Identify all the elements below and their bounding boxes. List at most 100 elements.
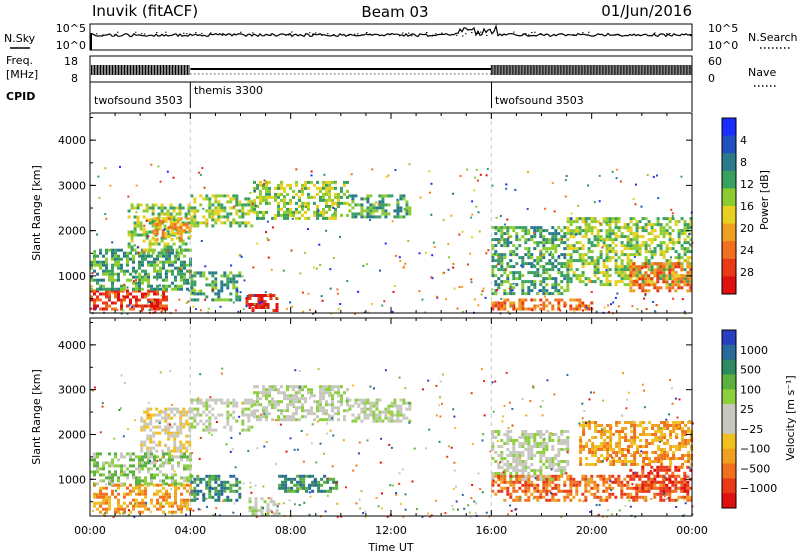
power-cell bbox=[155, 261, 158, 264]
power-cell bbox=[616, 168, 618, 171]
power-cell bbox=[298, 189, 301, 193]
power-cell bbox=[259, 216, 262, 220]
power-cell bbox=[418, 290, 421, 293]
power-cell bbox=[162, 263, 165, 267]
velocity-cell bbox=[594, 424, 598, 427]
power-cell bbox=[181, 239, 185, 243]
power-cell bbox=[220, 298, 224, 302]
velocity-cell bbox=[624, 457, 628, 460]
power-cell bbox=[153, 304, 156, 308]
velocity-cell bbox=[548, 463, 552, 466]
velocity-cell bbox=[235, 498, 239, 502]
power-cell bbox=[512, 271, 516, 275]
power-cell bbox=[205, 209, 209, 213]
velocity-cell bbox=[102, 486, 105, 490]
velocity-cell bbox=[162, 492, 165, 496]
velocity-cell bbox=[545, 448, 549, 451]
velocity-cell bbox=[645, 439, 649, 442]
power-cell bbox=[292, 213, 295, 217]
power-cell bbox=[394, 169, 397, 171]
power-cell bbox=[105, 257, 108, 261]
power-cell bbox=[381, 203, 385, 207]
velocity-cell bbox=[533, 445, 537, 448]
velocity-cell bbox=[384, 410, 388, 414]
power-cell bbox=[527, 229, 531, 233]
velocity-cell bbox=[111, 464, 114, 468]
power-cell bbox=[235, 286, 239, 290]
power-cell bbox=[578, 241, 582, 245]
velocity-cell bbox=[319, 406, 322, 410]
velocity-cell bbox=[199, 477, 203, 481]
velocity-region-5 bbox=[248, 497, 279, 516]
velocity-cell bbox=[171, 482, 174, 486]
velocity-cell bbox=[305, 486, 309, 490]
velocity-cell bbox=[199, 398, 203, 402]
velocity-cell bbox=[644, 498, 648, 502]
power-cell bbox=[147, 289, 150, 293]
velocity-cell bbox=[600, 442, 604, 445]
velocity-cell bbox=[202, 422, 206, 426]
velocity-cell bbox=[302, 480, 306, 484]
power-cell bbox=[587, 226, 591, 230]
power-cell bbox=[491, 184, 494, 187]
velocity-cell bbox=[268, 412, 271, 416]
velocity-cell bbox=[657, 430, 661, 433]
velocity-cell bbox=[143, 422, 147, 426]
power-cell bbox=[548, 247, 552, 251]
velocity-cell bbox=[337, 385, 340, 389]
velocity-cell bbox=[271, 397, 274, 401]
velocity-cell bbox=[99, 495, 102, 499]
velocity-cell bbox=[226, 398, 230, 402]
velocity-cell bbox=[500, 489, 504, 493]
power-cell bbox=[211, 274, 215, 278]
velocity-cell bbox=[653, 480, 657, 484]
velocity-cell bbox=[609, 454, 613, 457]
velocity-cell bbox=[295, 409, 298, 413]
velocity-cell bbox=[331, 397, 334, 401]
velocity-cell bbox=[144, 455, 147, 459]
power-cell bbox=[632, 217, 636, 221]
velocity-cell bbox=[494, 460, 498, 463]
power-cell bbox=[614, 253, 618, 257]
power-cell bbox=[193, 274, 197, 278]
power-cell bbox=[134, 272, 137, 275]
velocity-cell bbox=[521, 460, 525, 463]
power-cell bbox=[247, 212, 251, 216]
power-cell bbox=[480, 293, 483, 296]
power-cell bbox=[157, 165, 160, 168]
power-cell bbox=[369, 194, 373, 198]
power-cell bbox=[190, 274, 194, 278]
power-cell bbox=[159, 266, 162, 270]
power-cell bbox=[507, 236, 510, 239]
velocity-cell bbox=[168, 510, 171, 514]
power-cell bbox=[665, 250, 669, 254]
velocity-cell bbox=[150, 467, 153, 471]
power-cell bbox=[93, 292, 96, 296]
velocity-cell bbox=[542, 474, 546, 478]
power-cell bbox=[172, 218, 176, 222]
velocity-cell bbox=[542, 445, 546, 448]
power-cell bbox=[680, 280, 684, 284]
velocity-cell bbox=[644, 495, 648, 499]
velocity-cell bbox=[590, 474, 594, 478]
velocity-cell bbox=[328, 394, 331, 398]
power-cell bbox=[623, 265, 627, 269]
velocity-cell bbox=[539, 460, 543, 463]
velocity-cell bbox=[129, 483, 132, 487]
velocity-cell bbox=[557, 489, 561, 493]
velocity-cell bbox=[155, 419, 159, 423]
power-cell bbox=[123, 254, 126, 258]
velocity-cell bbox=[639, 454, 643, 457]
velocity-cell bbox=[141, 510, 144, 514]
power-cell bbox=[614, 280, 618, 284]
power-cell bbox=[387, 174, 390, 177]
velocity-cell bbox=[269, 509, 273, 513]
velocity-cell bbox=[548, 498, 552, 502]
power-cell bbox=[575, 250, 579, 254]
power-cell bbox=[175, 236, 179, 240]
power-cell bbox=[563, 247, 567, 251]
power-cell bbox=[575, 241, 579, 245]
power-cell bbox=[141, 248, 144, 252]
velocity-cell bbox=[180, 452, 183, 456]
power-cell bbox=[381, 206, 385, 210]
